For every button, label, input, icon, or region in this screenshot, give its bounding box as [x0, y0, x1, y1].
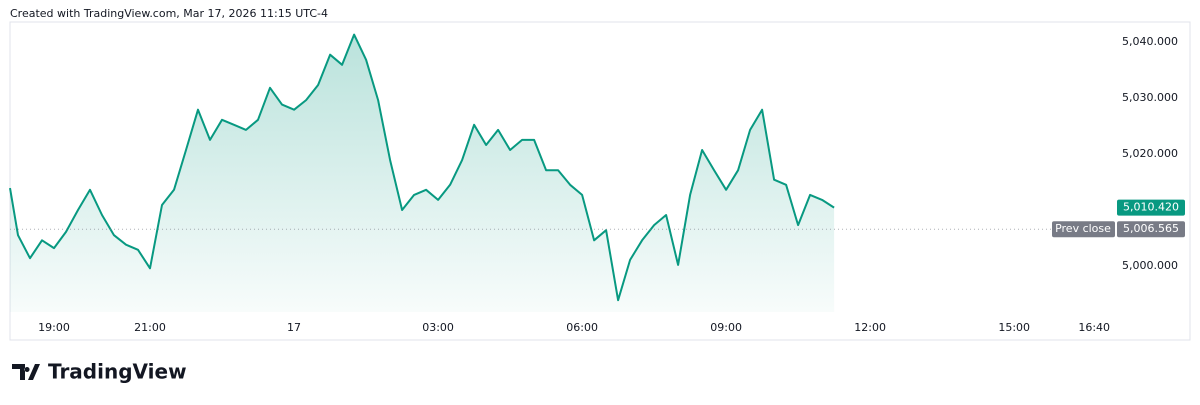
last-price-label: 5,010.420: [1123, 201, 1179, 214]
prev-close-name: Prev close: [1055, 222, 1111, 235]
y-tick-label: 5,000.000: [1122, 259, 1178, 272]
brand: TradingView: [48, 360, 187, 384]
prev-close-label: 5,006.565: [1123, 222, 1179, 235]
chart-frame: [9, 21, 1191, 341]
prev-close-tag: [1052, 221, 1115, 238]
y-tick-label: 5,040.000: [1122, 35, 1178, 48]
x-tick-label: 03:00: [422, 321, 454, 334]
header-text: Created with TradingView.com, Mar 17, 20…: [10, 7, 328, 20]
x-tick-label: 12:00: [854, 321, 886, 334]
x-tick-label: 09:00: [710, 321, 742, 334]
x-tick-label: 19:00: [38, 321, 70, 334]
prev-close-box: [1117, 221, 1185, 238]
x-tick-label: 15:00: [998, 321, 1030, 334]
y-tick-label: 5,020.000: [1122, 147, 1178, 160]
x-tick-label: 21:00: [134, 321, 166, 334]
y-tick-label: 5,030.000: [1122, 91, 1178, 104]
logo: TradingView: [12, 360, 187, 384]
x-tick-label: 06:00: [566, 321, 598, 334]
price-line: [9, 33, 835, 302]
x-tick-label: 16:40: [1078, 321, 1110, 334]
x-tick-label: 17: [287, 321, 301, 334]
last-price-box: [1117, 199, 1185, 216]
area-fill: [10, 34, 835, 312]
